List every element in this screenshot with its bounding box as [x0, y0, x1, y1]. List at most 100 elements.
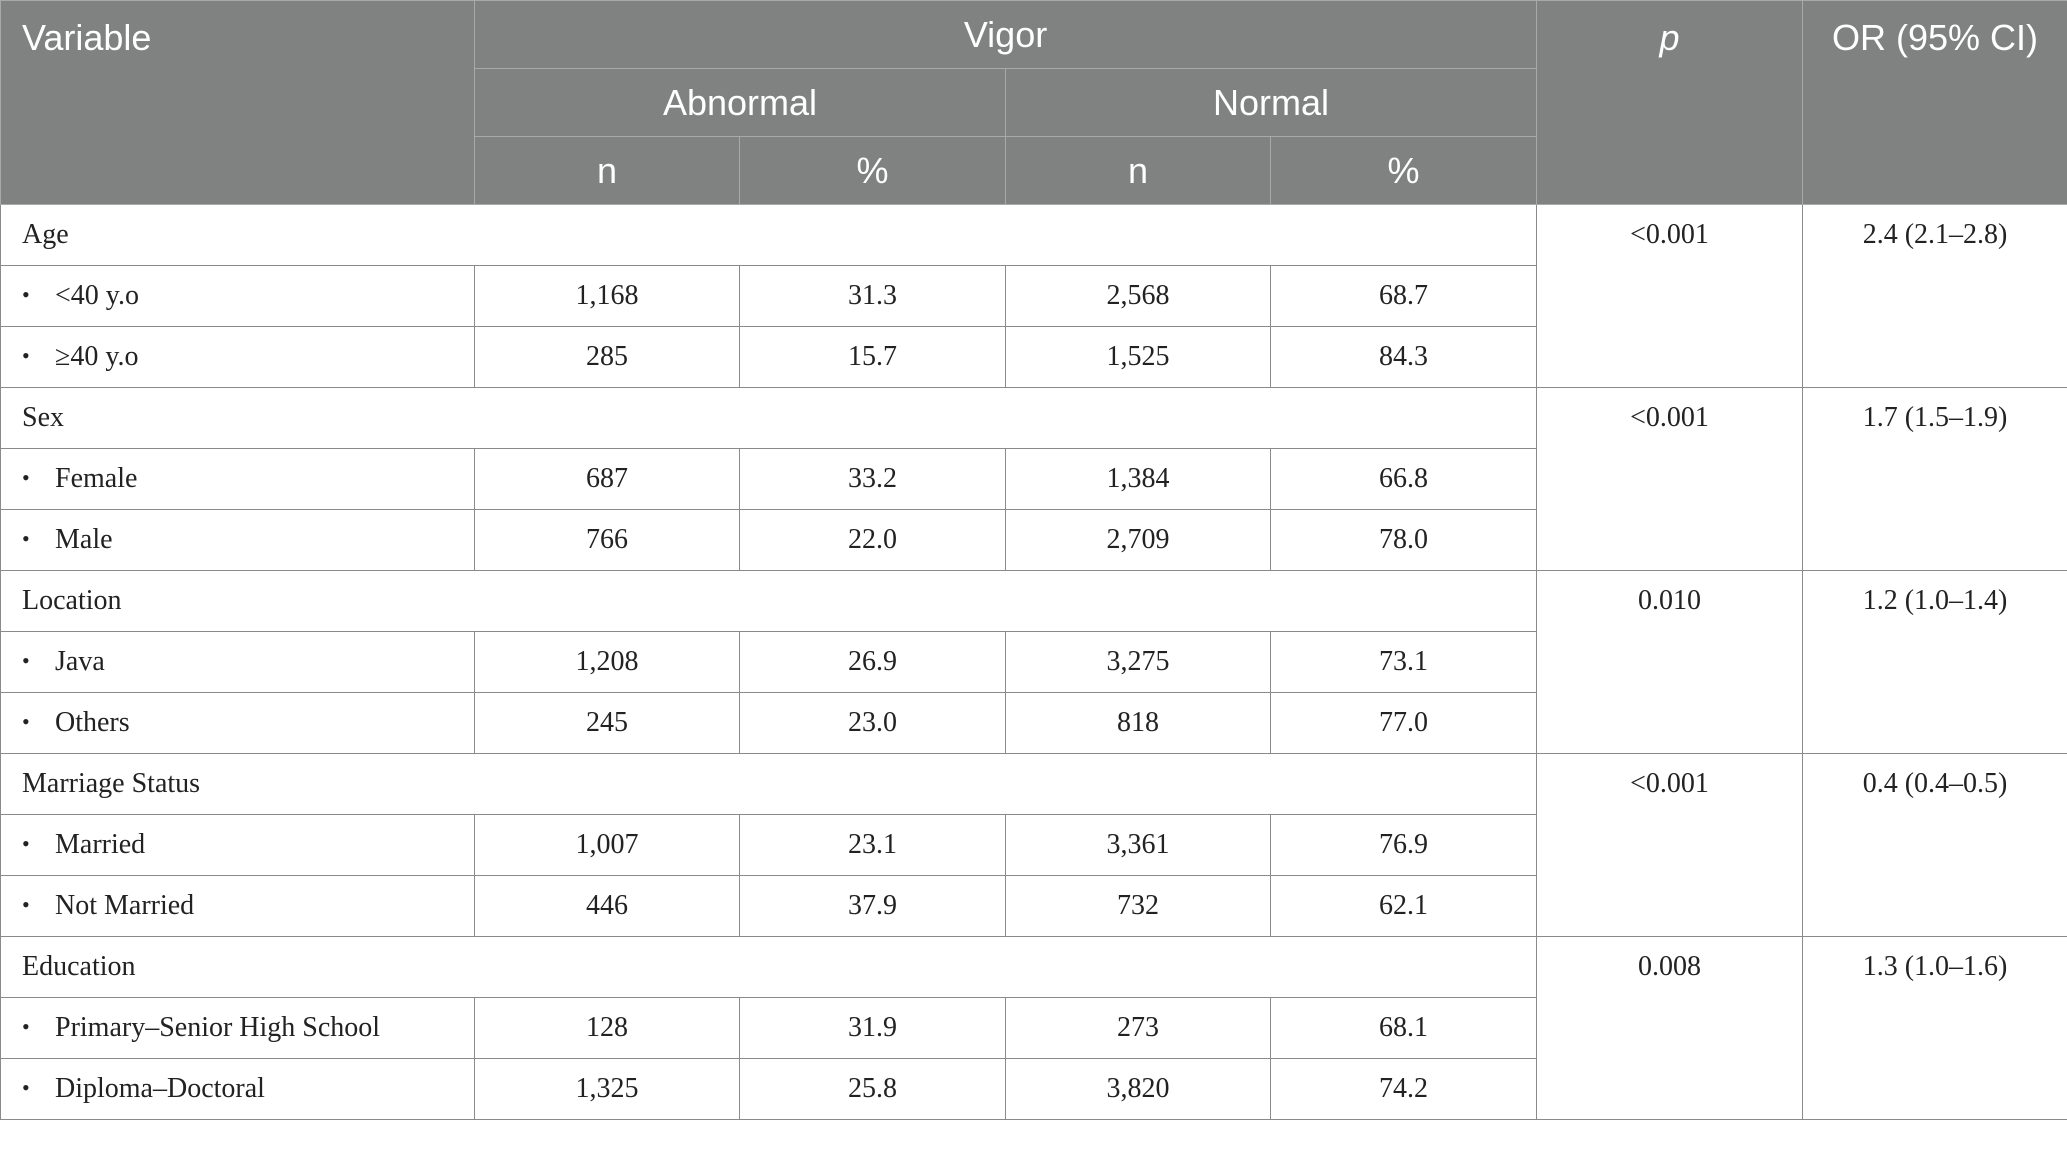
table-header: Variable Vigor p OR (95% CI) Abnormal No…	[0, 0, 2067, 205]
p-value-cell: <0.001	[1536, 753, 1804, 937]
normal-pct-cell: 68.7	[1269, 265, 1538, 327]
category-cell: • Java	[0, 631, 475, 693]
abnormal-pct-cell: 23.1	[739, 814, 1006, 876]
bullet-icon: •	[22, 709, 30, 734]
header-vigor: Vigor	[473, 0, 1538, 69]
table-row: • Female 687 33.2 1,384 66.8	[0, 448, 2067, 510]
normal-pct-cell: 73.1	[1269, 631, 1538, 693]
group-label: Education	[0, 936, 1538, 998]
category-label: Java	[55, 646, 105, 677]
normal-pct-cell: 78.0	[1269, 509, 1538, 571]
table-body: Age <0.001 2.4 (2.1–2.8) • <40 y.o 1,168 31.3 2…	[0, 204, 2067, 1120]
abnormal-pct-cell: 37.9	[739, 875, 1006, 937]
normal-n-cell: 3,275	[1005, 631, 1271, 693]
group-row: Location 0.010 1.2 (1.0–1.4)	[0, 570, 2067, 754]
header-variable: Variable	[0, 0, 475, 205]
p-value-cell: <0.001	[1536, 387, 1804, 571]
table-row: • Male 766 22.0 2,709 78.0	[0, 509, 2067, 571]
table-row: • Not Married 446 37.9 732 62.1	[0, 875, 2067, 937]
normal-n-cell: 273	[1005, 997, 1271, 1059]
bullet-icon: •	[22, 465, 30, 490]
odds-ratio-cell: 2.4 (2.1–2.8)	[1802, 204, 2067, 388]
normal-pct-cell: 76.9	[1269, 814, 1538, 876]
abnormal-n-cell: 766	[474, 509, 740, 571]
abnormal-pct-cell: 15.7	[739, 326, 1006, 388]
bullet-icon: •	[22, 343, 30, 368]
category-label: Diploma–Doctoral	[55, 1073, 265, 1104]
normal-n-cell: 3,361	[1005, 814, 1271, 876]
abnormal-n-cell: 687	[474, 448, 740, 510]
header-row-1: Variable Vigor p OR (95% CI)	[0, 0, 2067, 205]
category-cell: • Others	[0, 692, 475, 754]
normal-n-cell: 2,568	[1005, 265, 1271, 327]
header-row-2: Abnormal Normal	[1, 68, 2067, 137]
group-label: Age	[0, 204, 1538, 266]
abnormal-n-cell: 285	[474, 326, 740, 388]
category-label: Female	[55, 463, 138, 494]
bullet-icon: •	[22, 1075, 30, 1100]
table-row: • Primary–Senior High School 128 31.9 273 68.…	[0, 997, 2067, 1059]
header-normal: Normal	[1004, 68, 1538, 137]
p-value-cell: 0.010	[1536, 570, 1804, 754]
category-cell: • Male	[0, 509, 475, 571]
odds-ratio-cell: 0.4 (0.4–0.5)	[1802, 753, 2067, 937]
group-label: Sex	[0, 387, 1538, 449]
bullet-icon: •	[22, 892, 30, 917]
normal-pct-cell: 77.0	[1269, 692, 1538, 754]
normal-pct-cell: 74.2	[1269, 1058, 1538, 1120]
group-label: Location	[0, 570, 1538, 632]
abnormal-pct-cell: 25.8	[739, 1058, 1006, 1120]
bullet-icon: •	[22, 648, 30, 673]
header-abnormal-pct: %	[739, 136, 1006, 205]
header-normal-pct: %	[1269, 136, 1538, 205]
normal-pct-cell: 62.1	[1269, 875, 1538, 937]
normal-pct-cell: 66.8	[1269, 448, 1538, 510]
group-row: Marriage Status <0.001 0.4 (0.4–0.5)	[0, 753, 2067, 937]
bullet-icon: •	[22, 1014, 30, 1039]
table-row: • Diploma–Doctoral 1,325 25.8 3,820 74.2	[0, 1058, 2067, 1120]
table-row: • Java 1,208 26.9 3,275 73.1	[0, 631, 2067, 693]
abnormal-pct-cell: 33.2	[739, 448, 1006, 510]
category-cell: • <40 y.o	[0, 265, 475, 327]
header-abnormal: Abnormal	[474, 68, 1006, 137]
category-label: Not Married	[55, 890, 195, 921]
odds-ratio-cell: 1.7 (1.5–1.9)	[1802, 387, 2067, 571]
group-label: Marriage Status	[0, 753, 1538, 815]
normal-n-cell: 732	[1005, 875, 1271, 937]
category-label: Others	[55, 707, 130, 738]
header-odds-ratio: OR (95% CI)	[1802, 0, 2067, 205]
abnormal-n-cell: 446	[474, 875, 740, 937]
abnormal-pct-cell: 31.3	[739, 265, 1006, 327]
abnormal-n-cell: 1,208	[474, 631, 740, 693]
abnormal-n-cell: 1,325	[474, 1058, 740, 1120]
odds-ratio-cell: 1.3 (1.0–1.6)	[1802, 936, 2067, 1120]
group-row: Education 0.008 1.3 (1.0–1.6)	[0, 936, 2067, 1120]
normal-pct-cell: 84.3	[1269, 326, 1538, 388]
normal-n-cell: 3,820	[1005, 1058, 1271, 1120]
category-cell: • Not Married	[0, 875, 475, 937]
abnormal-n-cell: 1,168	[474, 265, 740, 327]
odds-ratio-cell: 1.2 (1.0–1.4)	[1802, 570, 2067, 754]
bullet-icon: •	[22, 282, 30, 307]
abnormal-pct-cell: 26.9	[739, 631, 1006, 693]
abnormal-n-cell: 1,007	[474, 814, 740, 876]
category-cell: • Diploma–Doctoral	[0, 1058, 475, 1120]
bullet-icon: •	[22, 526, 30, 551]
abnormal-pct-cell: 23.0	[739, 692, 1006, 754]
header-abnormal-n: n	[474, 136, 740, 205]
category-cell: • Female	[0, 448, 475, 510]
p-value-cell: 0.008	[1536, 936, 1804, 1120]
bullet-icon: •	[22, 831, 30, 856]
group-row: Age <0.001 2.4 (2.1–2.8)	[0, 204, 2067, 388]
category-cell: • Married	[0, 814, 475, 876]
vigor-table: Variable Vigor p OR (95% CI) Abnormal No…	[0, 0, 2067, 1120]
abnormal-n-cell: 128	[474, 997, 740, 1059]
table-row: • Others 245 23.0 818 77.0	[0, 692, 2067, 754]
category-cell: • Primary–Senior High School	[0, 997, 475, 1059]
abnormal-pct-cell: 31.9	[739, 997, 1006, 1059]
normal-n-cell: 818	[1005, 692, 1271, 754]
normal-pct-cell: 68.1	[1269, 997, 1538, 1059]
category-label: Male	[55, 524, 113, 555]
header-p-value: p	[1536, 0, 1804, 205]
category-label: <40 y.o	[55, 280, 139, 311]
